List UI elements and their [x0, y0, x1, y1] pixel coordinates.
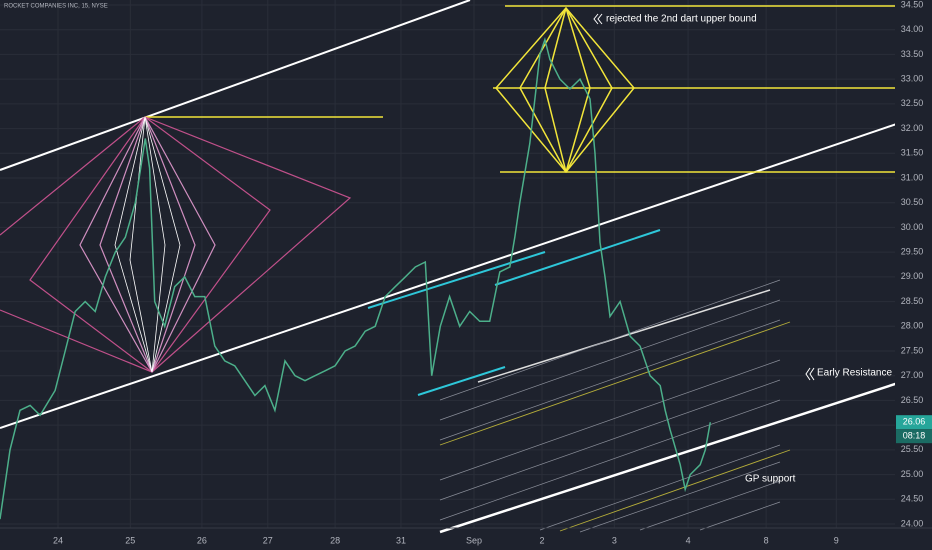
- fib-channel: [439, 279, 781, 533]
- y-tick-label: 28.50: [901, 296, 924, 306]
- pink-diamond: [0, 116, 352, 373]
- channel-line: [439, 370, 932, 534]
- yellow-lines: [145, 5, 895, 174]
- y-tick-label: 25.00: [901, 469, 924, 479]
- fib-level: [439, 321, 791, 532]
- cyan-line: [367, 229, 661, 396]
- y-tick-label: 33.50: [901, 49, 924, 59]
- y-tick-label: 28.00: [901, 321, 924, 331]
- last-price-label: 26.06: [903, 417, 926, 427]
- x-tick-label: Sep: [466, 535, 482, 545]
- y-tick-label: 29.50: [901, 247, 924, 257]
- x-tick-label: 26: [197, 535, 207, 545]
- y-tick-label: 27.50: [901, 345, 924, 355]
- countdown-badge: [896, 429, 932, 444]
- y-tick-label: 32.50: [901, 98, 924, 108]
- y-tick-label: 34.50: [901, 0, 924, 9]
- y-tick-label: 31.50: [901, 148, 924, 158]
- y-tick-label: 31.00: [901, 172, 924, 182]
- y-tick-label: 29.00: [901, 271, 924, 281]
- channel-line: [0, 111, 932, 429]
- channel-line: [477, 289, 771, 383]
- x-tick-label: 27: [263, 535, 273, 545]
- y-tick-label: 25.50: [901, 444, 924, 454]
- x-tick-label: 4: [686, 535, 691, 545]
- x-tick-label: 28: [330, 535, 340, 545]
- drawings: [0, 0, 932, 534]
- x-tick-label: 3: [612, 535, 617, 545]
- plot: [0, 36, 712, 520]
- y-tick-label: 26.50: [901, 395, 924, 405]
- x-tick-label: 8: [764, 535, 769, 545]
- x-tick-label: 2: [540, 535, 545, 545]
- chart-title: ROCKET COMPANIES INC, 15, NYSE: [4, 4, 108, 10]
- price-line: [0, 36, 712, 520]
- annotation: rejected the 2nd dart upper bound: [606, 14, 757, 25]
- countdown-label: 08:18: [903, 431, 926, 441]
- x-tick-label: 31: [396, 535, 406, 545]
- x-tick-label: 24: [53, 535, 63, 545]
- y-tick-label: 30.00: [901, 222, 924, 232]
- y-tick-label: 30.50: [901, 197, 924, 207]
- inner-lines: [114, 116, 181, 373]
- y-tick-label: 24.50: [901, 494, 924, 504]
- y-tick-label: 33.00: [901, 74, 924, 84]
- annotation-icon: [593, 13, 815, 381]
- x-tick-label: 9: [834, 535, 839, 545]
- y-tick-label: 27.00: [901, 370, 924, 380]
- x-tick-label: 25: [125, 535, 135, 545]
- grid: [0, 0, 895, 528]
- channel-line: [0, 0, 471, 171]
- y-tick-label: 34.00: [901, 24, 924, 34]
- y-tick-label: 24.00: [901, 518, 924, 528]
- y-tick-label: 32.00: [901, 123, 924, 133]
- annotation: GP support: [745, 474, 796, 485]
- annotation: Early Resistance: [817, 368, 892, 379]
- last-price-badge: [896, 415, 932, 430]
